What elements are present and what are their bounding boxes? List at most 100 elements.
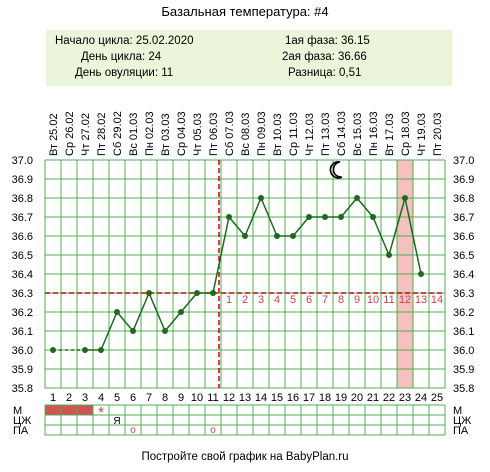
temperature-line-segment <box>180 292 198 313</box>
y-tick-label-right: 36.2 <box>453 307 474 319</box>
y-tick-label-right: 35.8 <box>453 383 474 395</box>
date-label: Вт 17.03 <box>384 113 396 156</box>
date-label: Чт 05.03 <box>192 113 204 156</box>
y-tick-label-right: 36.4 <box>453 269 474 281</box>
day-number-label: 17 <box>303 392 315 404</box>
star-icon: * <box>98 404 104 421</box>
date-label: Вт 25.02 <box>48 113 60 156</box>
temperature-point <box>274 233 280 239</box>
crescent-moon-icon <box>329 161 343 179</box>
day-number-label: 11 <box>207 392 218 404</box>
date-label: Вс 01.03 <box>128 113 140 156</box>
luteal-day-label: 5 <box>290 294 296 306</box>
temperature-point <box>306 214 312 220</box>
row-label-right: ПА <box>453 425 469 437</box>
day-number-label: 13 <box>239 392 251 404</box>
page-title: Базальная температура: #4 <box>161 4 329 19</box>
y-tick-label-left: 35.9 <box>12 364 33 376</box>
y-tick-label-right: 35.9 <box>453 364 474 376</box>
day-number-label: 19 <box>335 392 347 404</box>
day-number-label: 4 <box>98 392 104 404</box>
row-label-right: М <box>453 405 462 417</box>
date-label: Пт 28.02 <box>96 112 108 156</box>
day-number-label: 9 <box>178 392 184 404</box>
day-number-label: 15 <box>271 392 283 404</box>
day-number-label: 8 <box>162 392 168 404</box>
date-label: Пн 02.03 <box>144 111 156 156</box>
y-tick-label-right: 36.5 <box>453 250 474 262</box>
day-number-label: 14 <box>255 392 267 404</box>
row-label-left: М <box>13 405 22 417</box>
date-label: Вт 03.03 <box>160 113 172 156</box>
temperature-line-segment <box>212 216 230 294</box>
luteal-day-label: 8 <box>338 294 344 306</box>
temperature-point <box>130 328 136 334</box>
date-label: Ср 04.03 <box>176 111 188 156</box>
y-tick-label-left: 36.8 <box>12 193 33 205</box>
y-tick-label-right: 36.0 <box>453 345 474 357</box>
date-label: Чт 19.03 <box>416 113 428 156</box>
date-label: Вт 10.03 <box>272 113 284 156</box>
day-number-label: 10 <box>191 392 203 404</box>
temperature-point <box>258 195 264 201</box>
temperature-point <box>50 347 56 353</box>
temperature-line-segment <box>292 216 310 237</box>
row-label-left: ЦЖ <box>13 415 31 427</box>
temperature-line-segment <box>260 197 278 237</box>
date-label: Ср 11.03 <box>288 112 300 156</box>
y-tick-label-right: 36.8 <box>453 193 474 205</box>
luteal-day-label: 11 <box>383 294 394 306</box>
day-number-label: 3 <box>82 392 88 404</box>
day-number-label: 23 <box>399 392 411 404</box>
temperature-point <box>370 214 376 220</box>
temperature-point <box>210 290 216 296</box>
luteal-day-label: 4 <box>274 294 280 306</box>
y-tick-label-left: 36.3 <box>12 288 33 300</box>
temperature-point <box>386 252 392 258</box>
day-number-label: 21 <box>367 392 379 404</box>
cycle-start-text: Начало цикла: 25.02.2020 <box>55 35 194 47</box>
temperature-point <box>114 309 120 315</box>
temperature-point <box>194 290 200 296</box>
date-label: Пн 09.03 <box>256 111 268 156</box>
ovulation-day-text: День овуляции: 11 <box>75 67 174 79</box>
day-number-label: 18 <box>319 392 331 404</box>
intercourse-mark: o <box>210 425 216 436</box>
temperature-point <box>290 233 296 239</box>
day-number-label: 5 <box>114 392 120 404</box>
temperature-line-segment <box>132 292 150 332</box>
temperature-line-segment <box>372 216 390 256</box>
luteal-day-label: 9 <box>354 294 360 306</box>
temperature-point <box>322 214 328 220</box>
temperature-line-segment <box>340 197 358 218</box>
luteal-day-label: 10 <box>367 294 379 306</box>
y-tick-label-left: 36.2 <box>12 307 33 319</box>
date-label: Пт 13.03 <box>320 112 332 156</box>
temperature-point <box>354 195 360 201</box>
y-tick-label-right: 36.9 <box>453 174 474 186</box>
temperature-point <box>338 214 344 220</box>
luteal-day-label: 3 <box>258 294 264 306</box>
luteal-day-label: 14 <box>431 294 443 306</box>
y-tick-label-left: 35.8 <box>12 383 33 395</box>
date-label: Вс 08.03 <box>240 113 252 156</box>
luteal-day-label: 12 <box>399 294 411 306</box>
phase1-text: 1ая фаза: 36.15 <box>285 35 370 47</box>
temperature-point <box>82 347 88 353</box>
day-number-label: 7 <box>146 392 152 404</box>
temperature-line-segment <box>100 311 118 351</box>
date-label: Сб 14.03 <box>336 111 348 156</box>
date-label: Сб 07.03 <box>224 111 236 156</box>
day-number-label: 1 <box>50 392 56 404</box>
date-label: Пт 06.03 <box>208 112 220 156</box>
date-label: Ср 26.02 <box>64 111 76 156</box>
y-tick-label-left: 36.5 <box>12 250 33 262</box>
temperature-point <box>402 195 408 201</box>
luteal-day-label: 7 <box>322 294 328 306</box>
date-label: Вс 15.03 <box>352 113 364 156</box>
temperature-line-segment <box>164 311 182 332</box>
date-label: Ср 18.03 <box>400 111 412 156</box>
footer-text: Постройте свой график на BabyPlan.ru <box>141 451 349 463</box>
y-tick-label-right: 37.0 <box>453 155 474 167</box>
